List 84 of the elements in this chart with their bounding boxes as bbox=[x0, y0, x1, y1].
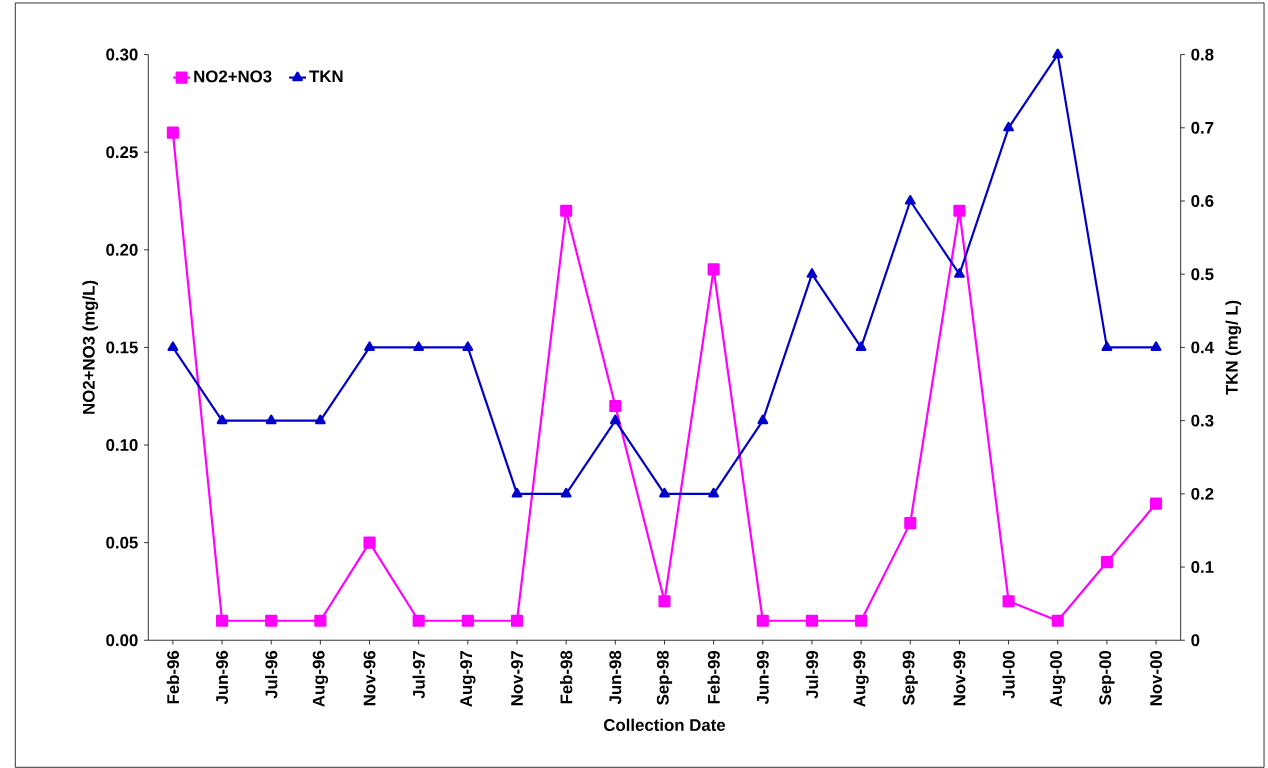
y2-tick-label: 0.6 bbox=[1191, 194, 1214, 207]
x-tick-label: Nov-96 bbox=[363, 650, 376, 706]
point bbox=[904, 516, 917, 530]
y2-tick-label: 0.3 bbox=[1191, 414, 1214, 427]
x-tick-label: Sep-99 bbox=[902, 650, 918, 705]
x-tick-label: Nov-00 bbox=[1150, 650, 1163, 706]
y2-tick-label: 0.4 bbox=[1191, 341, 1214, 354]
y2-tick-label: 0.5 bbox=[1191, 268, 1214, 281]
x-tick-label: Sep-98 bbox=[656, 650, 673, 705]
y-tick-label: 0.15 bbox=[106, 341, 138, 354]
x-tick-label: Aug-99 bbox=[853, 650, 869, 707]
point bbox=[510, 614, 524, 627]
y2-tick-label: 0.1 bbox=[1191, 560, 1214, 573]
y2-tick-label: 0.8 bbox=[1191, 48, 1214, 61]
point bbox=[757, 414, 769, 425]
point bbox=[658, 595, 671, 608]
point bbox=[166, 126, 179, 139]
point bbox=[707, 263, 720, 276]
x-tick-label: Nov-99 bbox=[953, 650, 966, 706]
y-tick-label: 0.00 bbox=[106, 634, 138, 647]
point bbox=[560, 487, 572, 498]
point bbox=[756, 614, 769, 627]
point bbox=[659, 487, 670, 498]
y2-axis-title: TKN (mg/ L) bbox=[1225, 300, 1242, 395]
point bbox=[462, 341, 474, 351]
point bbox=[511, 487, 523, 498]
y2-tick-label: 0 bbox=[1191, 634, 1200, 647]
y-axis-title: NO2+NO3 (mg/L) bbox=[82, 280, 99, 414]
point bbox=[413, 341, 425, 351]
x-tick-label: Feb-96 bbox=[166, 650, 180, 704]
y2-tick-label: 0.7 bbox=[1191, 121, 1214, 134]
x-axis-title: Collection Date bbox=[603, 718, 726, 731]
point bbox=[314, 614, 327, 627]
point bbox=[1150, 341, 1162, 351]
x-tick-label: Nov-97 bbox=[511, 650, 523, 706]
y-tick-label: 0.30 bbox=[106, 48, 138, 61]
point bbox=[708, 487, 720, 498]
point bbox=[1100, 555, 1113, 569]
legend-label: TKN bbox=[309, 70, 343, 82]
point bbox=[363, 536, 376, 549]
x-tick-label: Jul-96 bbox=[265, 650, 278, 699]
legend-label: NO2+NO3 bbox=[194, 70, 272, 83]
x-tick-label: Jul-97 bbox=[412, 650, 425, 699]
point bbox=[954, 268, 965, 278]
point bbox=[216, 614, 229, 627]
y-tick-label: 0.10 bbox=[106, 438, 138, 451]
point bbox=[412, 614, 425, 627]
x-tick-label: Feb-98 bbox=[559, 650, 573, 704]
x-tick-label: Aug-96 bbox=[312, 650, 329, 707]
y-tick-label: 0.05 bbox=[106, 536, 138, 549]
x-tick-label: Aug-97 bbox=[460, 650, 476, 707]
y2-tick-label: 0.2 bbox=[1191, 487, 1214, 500]
x-tick-label: Sep-00 bbox=[1099, 650, 1115, 705]
point bbox=[461, 614, 474, 627]
point bbox=[265, 414, 277, 425]
point bbox=[364, 341, 375, 351]
x-tick-label: Jun-96 bbox=[216, 650, 229, 705]
point bbox=[806, 268, 818, 278]
point bbox=[560, 204, 573, 217]
y-tick-label: 0.25 bbox=[106, 146, 138, 159]
point bbox=[904, 194, 916, 205]
point bbox=[1101, 341, 1113, 351]
point bbox=[855, 341, 867, 351]
x-tick-label: Jun-99 bbox=[756, 650, 769, 705]
point bbox=[1052, 48, 1064, 59]
point bbox=[953, 204, 966, 217]
x-tick-label: Jun-98 bbox=[609, 650, 622, 705]
point bbox=[216, 414, 228, 425]
point bbox=[805, 614, 819, 627]
point bbox=[855, 614, 868, 627]
y-tick-label: 0.20 bbox=[106, 243, 138, 256]
point bbox=[167, 341, 179, 351]
x-tick-label: Feb-99 bbox=[707, 650, 720, 704]
point bbox=[1150, 497, 1163, 510]
point bbox=[1002, 595, 1015, 608]
x-tick-label: Jul-00 bbox=[1002, 650, 1015, 699]
point bbox=[1051, 614, 1064, 627]
point bbox=[265, 614, 278, 627]
x-tick-label: Jul-99 bbox=[805, 650, 819, 699]
point bbox=[1003, 121, 1014, 132]
point bbox=[609, 399, 622, 412]
x-tick-label: Aug-00 bbox=[1050, 650, 1066, 707]
point bbox=[314, 414, 326, 425]
point bbox=[609, 414, 621, 425]
